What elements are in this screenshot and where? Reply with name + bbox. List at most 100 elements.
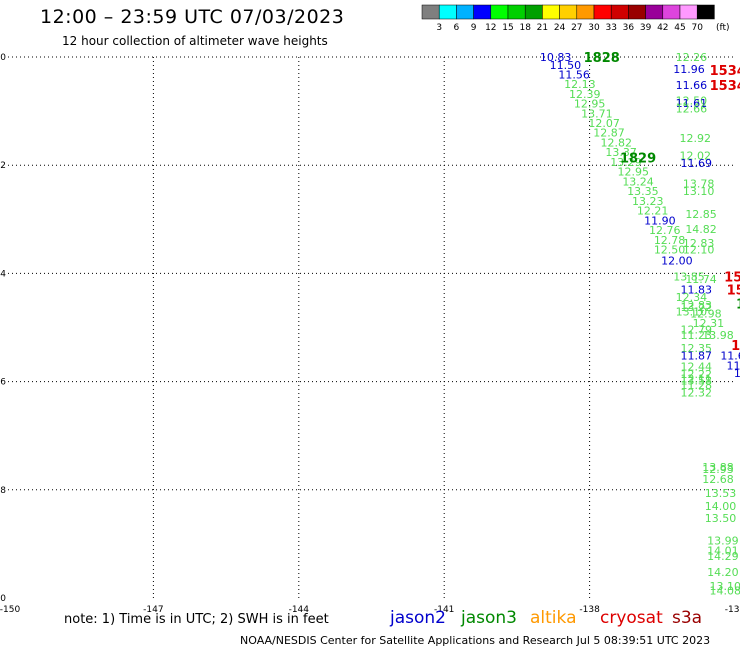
swh-value: 14.20 (707, 566, 739, 579)
swh-value: 12.00 (661, 254, 693, 267)
lat-tick-label: -46 (0, 378, 6, 388)
lon-tick-label: -150 (0, 605, 20, 615)
lon-tick-label: -147 (143, 605, 163, 615)
swh-value: 11.23 (680, 329, 712, 342)
swh-value: 12.79 (680, 324, 712, 337)
swh-value: 13.50 (705, 512, 737, 525)
swh-value: 13.10 (676, 305, 708, 318)
swh-value: 11.74 (685, 273, 717, 286)
swh-value: 11.96 (673, 63, 705, 76)
colorbar-tick-label: 33 (605, 23, 616, 33)
legend-cryosat: cryosat (600, 608, 663, 628)
swh-value: 12.50 (654, 244, 686, 257)
colorbar-unit-label: (ft) (716, 23, 730, 33)
colorbar-swatch (628, 4, 646, 20)
footnote: note: 1) Time is in UTC; 2) SWH is in fe… (64, 612, 329, 627)
colorbar-swatch (679, 4, 698, 20)
color-scale: 3 6 9 12 15 18 21 24 27 30 33 36 39 42 45 70 (ft) (421, 4, 730, 33)
swh-value: 12.95 (574, 98, 606, 111)
colorbar-tick-label: 45 (674, 23, 685, 33)
swh-value: 11.87 (680, 350, 712, 363)
colorbar-swatch (490, 4, 509, 20)
credit-line: NOAA/NESDIS Center for Satellite Applica… (240, 634, 711, 647)
colorbar-swatch (576, 4, 595, 20)
colorbar-swatch (421, 4, 440, 20)
lon-tick-label: -138 (579, 605, 600, 615)
lon-tick-label: -144 (289, 605, 310, 615)
lat-tick-label: -48 (0, 486, 6, 496)
swh-value: 13.10 (710, 580, 740, 593)
legend-jason3: jason3 (461, 608, 517, 628)
swh-value: 12.92 (680, 132, 712, 145)
swh-value: 12.76 (649, 224, 681, 237)
swh-value: 11.66 (676, 79, 708, 92)
swh-value: 12.93 (702, 463, 734, 476)
time-label: 1533 (727, 284, 740, 299)
colorbar-swatch (507, 4, 526, 20)
swh-value: 13.22 (680, 301, 712, 314)
swh-value: 12.02 (680, 149, 712, 162)
colorbar-swatch (593, 4, 612, 20)
swh-value: 12.31 (693, 317, 725, 330)
colorbar-tick-label: 21 (537, 23, 548, 33)
colorbar-swatch (438, 4, 457, 20)
swh-value: 12.87 (593, 127, 625, 140)
colorbar-tick-label: 6 (454, 23, 460, 33)
swh-value: 12.85 (685, 208, 717, 221)
swh-value: 12.21 (637, 205, 669, 218)
colorbar-swatch (610, 4, 629, 20)
swh-value: 12.07 (588, 117, 620, 130)
swh-value: 13.99 (707, 535, 739, 548)
colorbar-tick-label: 30 (588, 23, 600, 33)
swh-value: 14.00 (705, 500, 737, 513)
swh-value: 12.39 (569, 88, 601, 101)
swh-value: 13.71 (581, 107, 613, 120)
swh-value: 14.01 (707, 544, 739, 557)
time-label: 1533 (724, 271, 740, 286)
swh-points: 10.8311.5011.5612.1312.3912.9513.7112.07… (540, 51, 740, 597)
swh-value: 11.28 (680, 379, 712, 392)
swh-value: 12.95 (617, 166, 649, 179)
swh-value: 13.88 (702, 461, 734, 474)
swh-value: 12.83 (683, 237, 715, 250)
swh-value: 11.56 (558, 68, 590, 81)
swh-value: 13.58 (680, 375, 712, 388)
swh-value: 14.29 (707, 550, 739, 563)
swh-value: 11 (727, 359, 740, 372)
swh-value: 12.82 (601, 136, 633, 149)
page-title: 12:00 – 23:59 UTC 07/03/2023 (40, 6, 345, 28)
swh-value: 12.22 (680, 368, 712, 381)
lon-tick-label: -135 (725, 605, 740, 615)
swh-value: 12.11 (680, 372, 712, 385)
colorbar-tick-label: 12 (485, 23, 496, 33)
colorbar-tick-label: 70 (691, 23, 703, 33)
swh-value: 13.53 (705, 487, 737, 500)
swh-value: 12.50 (676, 94, 708, 107)
legend-jason2: jason2 (390, 608, 446, 628)
swh-value: 11.83 (680, 284, 712, 297)
colorbar-swatch (559, 4, 578, 20)
swh-value: 12.10 (683, 244, 715, 257)
colorbar-swatch (524, 4, 543, 20)
swh-value: 11.61 (676, 97, 708, 110)
colorbar-swatch (456, 4, 474, 20)
swh-value: 12.83 (680, 299, 712, 312)
swh-value: 13.98 (702, 329, 734, 342)
time-label: 1534 (710, 64, 740, 79)
time-label: 1828 (584, 51, 620, 66)
swh-value: 12.32 (680, 386, 712, 399)
swh-value: 13.37 (605, 146, 637, 159)
colorbar-tick-label: 27 (571, 23, 582, 33)
legend-altika: altika (530, 608, 577, 628)
colorbar-tick-label: 39 (640, 23, 652, 33)
swh-value: 12.13 (564, 78, 596, 91)
swh-value: 11.50 (550, 59, 582, 72)
swh-value: 1 (734, 367, 740, 380)
colorbar-tick-label: 18 (519, 23, 531, 33)
swh-value: 12.34 (676, 291, 708, 304)
swh-value: 13.10 (683, 185, 715, 198)
axis-tick-labels: -40 -42 -44 -46 -48 -50-150 -147 -144 -141 -138 -1… (0, 53, 740, 615)
swh-value: 13.78 (683, 178, 715, 191)
swh-value: 14.82 (685, 223, 717, 236)
